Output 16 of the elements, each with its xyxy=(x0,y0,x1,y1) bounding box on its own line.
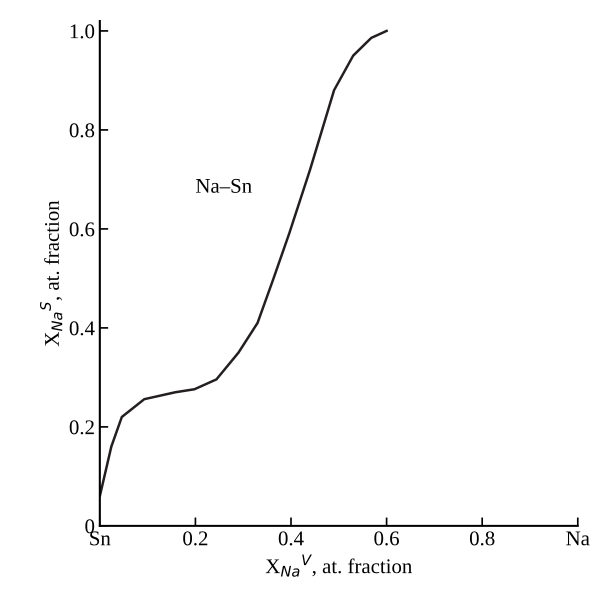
x-tick-label: Sn xyxy=(90,531,111,546)
y-tick-label: 0.2 xyxy=(70,420,94,434)
annotation: Na–Sn xyxy=(196,178,252,193)
y-tick-label: 0.6 xyxy=(70,222,94,236)
y-tick-label: 1.0 xyxy=(70,24,94,38)
y-tick-label: 0 xyxy=(85,519,94,534)
x-tick-label: 0.4 xyxy=(278,531,304,546)
x-tick-label: Na xyxy=(566,532,590,546)
x-tick-label: 0.8 xyxy=(470,531,494,546)
line-series xyxy=(100,30,388,498)
y-axis-title: X$_{Na}$$^{S}$, at. fraction xyxy=(40,200,62,346)
x-tick-label: 0.6 xyxy=(374,531,399,546)
y-tick-label: 0.8 xyxy=(70,123,94,138)
x-tick-label: 0.2 xyxy=(183,531,208,546)
y-tick-label: 0.4 xyxy=(70,321,95,336)
x-axis-title: X$_{Na}$$^{V}$, at. fraction xyxy=(266,554,412,577)
